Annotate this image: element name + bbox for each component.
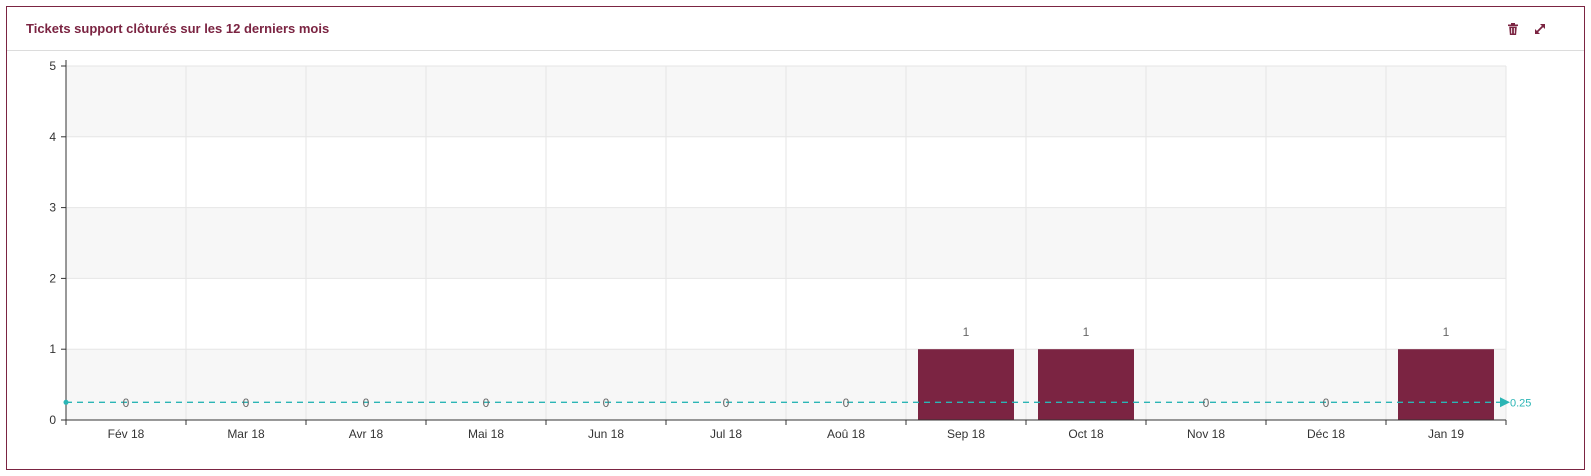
widget-title: Tickets support clôturés sur les 12 dern… [26, 21, 330, 36]
x-tick-label: Nov 18 [1187, 427, 1225, 441]
widget-header: Tickets support clôturés sur les 12 dern… [7, 7, 1584, 51]
bar [918, 349, 1014, 420]
x-tick-label: Jan 19 [1428, 427, 1464, 441]
data-label: 0 [363, 396, 370, 410]
y-tick-label: 3 [49, 201, 56, 215]
x-tick-label: Mar 18 [227, 427, 265, 441]
x-tick-label: Sep 18 [947, 427, 985, 441]
data-label: 0 [603, 396, 610, 410]
data-label: 1 [963, 325, 970, 339]
x-tick-label: Jun 18 [588, 427, 624, 441]
trash-icon[interactable] [1506, 22, 1520, 36]
y-tick-label: 1 [49, 342, 56, 356]
data-label: 0 [483, 396, 490, 410]
bars [918, 349, 1494, 420]
bar [1038, 349, 1134, 420]
expand-icon[interactable] [1533, 22, 1547, 36]
x-tick-label: Avr 18 [349, 427, 384, 441]
data-label: 0 [1323, 396, 1330, 410]
data-label: 0 [123, 396, 130, 410]
reference-line-arrow [1500, 397, 1510, 408]
reference-line-label: 0.25 [1510, 397, 1531, 409]
x-tick-label: Fév 18 [108, 427, 145, 441]
y-tick-label: 2 [49, 271, 56, 285]
data-label: 1 [1083, 325, 1090, 339]
x-tick-label: Jul 18 [710, 427, 742, 441]
axes [61, 60, 1507, 425]
y-tick-label: 0 [49, 413, 56, 427]
data-label: 0 [843, 396, 850, 410]
data-label: 0 [243, 396, 250, 410]
x-tick-label: Mai 18 [468, 427, 504, 441]
y-tick-label: 5 [49, 59, 56, 73]
x-tick-label: Aoû 18 [827, 427, 865, 441]
data-label: 1 [1443, 325, 1450, 339]
x-tick-label: Déc 18 [1307, 427, 1345, 441]
data-label: 0 [723, 396, 730, 410]
bar [1398, 349, 1494, 420]
y-tick-label: 4 [49, 130, 56, 144]
x-tick-label: Oct 18 [1068, 427, 1104, 441]
reference-line-start-marker [63, 399, 69, 405]
labels: 0 1 2 3 4 5 Fév 18 Mar 18 Avr 18 Mai 18 Jun 18 Jul … [49, 59, 1531, 441]
data-label: 0 [1203, 396, 1210, 410]
